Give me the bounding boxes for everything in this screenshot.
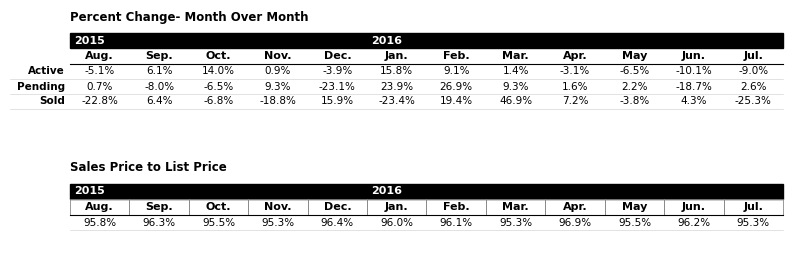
- Text: -22.8%: -22.8%: [81, 97, 118, 107]
- Text: 6.4%: 6.4%: [146, 97, 173, 107]
- Text: -18.7%: -18.7%: [675, 81, 712, 92]
- Text: 95.5%: 95.5%: [618, 218, 651, 227]
- Text: Sep.: Sep.: [145, 51, 173, 61]
- Text: -6.8%: -6.8%: [203, 97, 234, 107]
- Bar: [70, 184, 783, 199]
- Bar: [545, 199, 604, 215]
- Text: -6.5%: -6.5%: [619, 66, 649, 76]
- Text: Apr.: Apr.: [563, 202, 587, 212]
- Text: Jan.: Jan.: [385, 51, 409, 61]
- Text: Apr.: Apr.: [563, 51, 587, 61]
- Text: 95.3%: 95.3%: [737, 218, 770, 227]
- Text: Oct.: Oct.: [206, 51, 232, 61]
- Text: -8.0%: -8.0%: [144, 81, 174, 92]
- Bar: [604, 199, 664, 215]
- Bar: [307, 199, 367, 215]
- Text: 2.6%: 2.6%: [740, 81, 767, 92]
- Bar: [70, 199, 129, 215]
- Text: -3.9%: -3.9%: [322, 66, 352, 76]
- Text: Feb.: Feb.: [443, 51, 470, 61]
- Text: -3.8%: -3.8%: [619, 97, 649, 107]
- Text: 96.2%: 96.2%: [678, 218, 711, 227]
- Text: Jul.: Jul.: [743, 51, 764, 61]
- Text: 19.4%: 19.4%: [440, 97, 473, 107]
- Text: 96.1%: 96.1%: [440, 218, 473, 227]
- Text: Active: Active: [28, 66, 65, 76]
- Text: -23.1%: -23.1%: [319, 81, 356, 92]
- Bar: [367, 199, 426, 215]
- Bar: [70, 33, 783, 48]
- Text: -3.1%: -3.1%: [560, 66, 590, 76]
- Text: Dec.: Dec.: [324, 202, 351, 212]
- Text: Percent Change- Month Over Month: Percent Change- Month Over Month: [70, 11, 308, 24]
- Text: Sales Price to List Price: Sales Price to List Price: [70, 161, 227, 174]
- Text: 4.3%: 4.3%: [681, 97, 707, 107]
- Text: 9.3%: 9.3%: [265, 81, 292, 92]
- Text: -10.1%: -10.1%: [675, 66, 712, 76]
- Text: May: May: [622, 202, 647, 212]
- Text: 26.9%: 26.9%: [440, 81, 473, 92]
- Text: Dec.: Dec.: [324, 51, 351, 61]
- Bar: [129, 199, 189, 215]
- Text: Pending: Pending: [17, 81, 65, 92]
- Text: 23.9%: 23.9%: [381, 81, 414, 92]
- Text: 96.9%: 96.9%: [559, 218, 592, 227]
- Text: Mar.: Mar.: [502, 202, 529, 212]
- Text: Nov.: Nov.: [264, 51, 292, 61]
- Text: -9.0%: -9.0%: [738, 66, 768, 76]
- Text: 2.2%: 2.2%: [621, 81, 648, 92]
- Text: 96.4%: 96.4%: [321, 218, 354, 227]
- Text: May: May: [622, 51, 647, 61]
- Text: 95.5%: 95.5%: [202, 218, 235, 227]
- Text: 0.9%: 0.9%: [265, 66, 291, 76]
- Bar: [664, 199, 723, 215]
- Bar: [189, 199, 248, 215]
- Text: -6.5%: -6.5%: [203, 81, 234, 92]
- Text: 46.9%: 46.9%: [499, 97, 532, 107]
- Text: 15.9%: 15.9%: [321, 97, 354, 107]
- Text: -25.3%: -25.3%: [735, 97, 771, 107]
- Text: Oct.: Oct.: [206, 202, 232, 212]
- Text: 6.1%: 6.1%: [146, 66, 173, 76]
- Text: 9.3%: 9.3%: [503, 81, 529, 92]
- Text: -5.1%: -5.1%: [84, 66, 115, 76]
- Bar: [723, 199, 783, 215]
- Text: 2015: 2015: [74, 35, 105, 45]
- Text: 7.2%: 7.2%: [562, 97, 589, 107]
- Text: 2015: 2015: [74, 186, 105, 196]
- Text: 95.8%: 95.8%: [84, 218, 117, 227]
- Text: 15.8%: 15.8%: [381, 66, 414, 76]
- Text: 1.6%: 1.6%: [562, 81, 589, 92]
- Text: -23.4%: -23.4%: [378, 97, 415, 107]
- Text: 95.3%: 95.3%: [499, 218, 532, 227]
- Text: 14.0%: 14.0%: [202, 66, 235, 76]
- Text: Jun.: Jun.: [682, 51, 706, 61]
- Text: Jul.: Jul.: [743, 202, 764, 212]
- Bar: [426, 199, 486, 215]
- Text: 95.3%: 95.3%: [262, 218, 295, 227]
- Text: -18.8%: -18.8%: [259, 97, 296, 107]
- Text: 1.4%: 1.4%: [503, 66, 529, 76]
- Text: 0.7%: 0.7%: [87, 81, 113, 92]
- Text: Sold: Sold: [39, 97, 65, 107]
- Text: 9.1%: 9.1%: [443, 66, 470, 76]
- Text: Mar.: Mar.: [502, 51, 529, 61]
- Text: Sep.: Sep.: [145, 202, 173, 212]
- Text: 2016: 2016: [371, 35, 402, 45]
- Text: Aug.: Aug.: [85, 51, 114, 61]
- Text: 96.0%: 96.0%: [381, 218, 413, 227]
- Text: 96.3%: 96.3%: [143, 218, 176, 227]
- Bar: [248, 199, 307, 215]
- Text: Jan.: Jan.: [385, 202, 409, 212]
- Text: 2016: 2016: [371, 186, 402, 196]
- Text: Aug.: Aug.: [85, 202, 114, 212]
- Text: Feb.: Feb.: [443, 202, 470, 212]
- Text: Nov.: Nov.: [264, 202, 292, 212]
- Text: Jun.: Jun.: [682, 202, 706, 212]
- Bar: [486, 199, 545, 215]
